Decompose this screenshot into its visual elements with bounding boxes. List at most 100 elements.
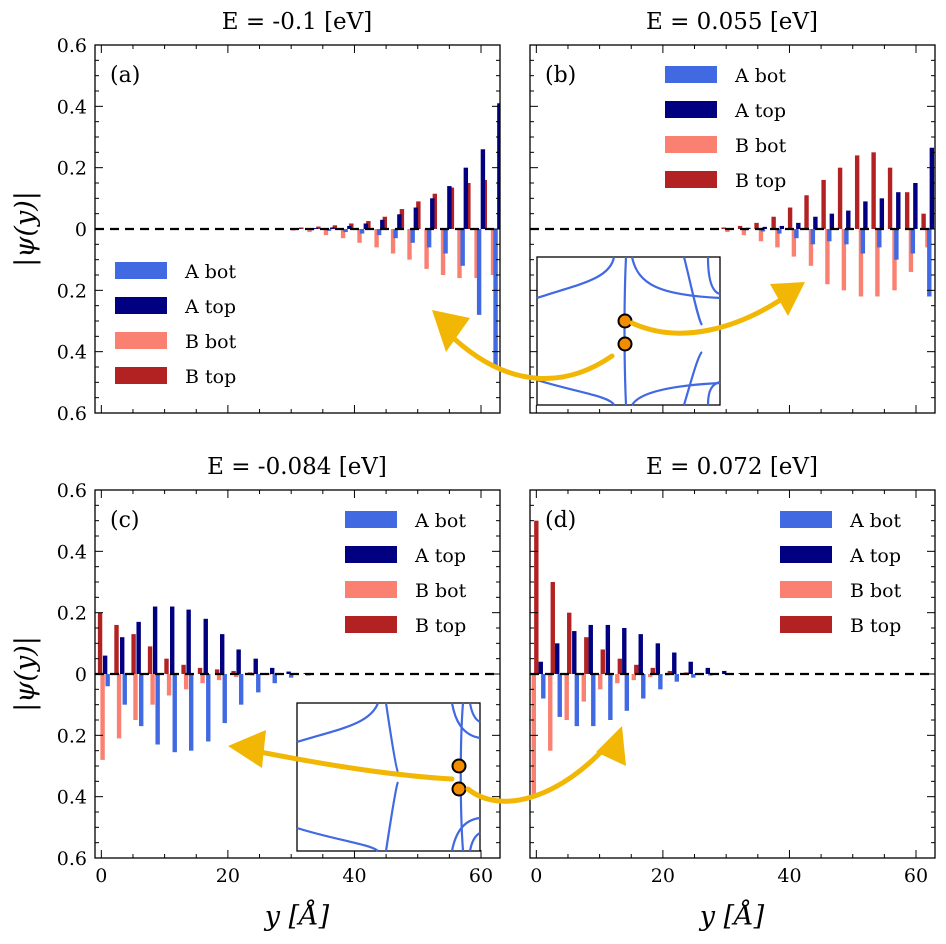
panel-c-xticklabels: 0 20 40 60	[95, 865, 493, 887]
bar-b-bot	[631, 674, 636, 681]
legend-swatch	[115, 367, 167, 384]
bar-b-top	[299, 227, 304, 229]
panel-c-bars	[97, 606, 311, 760]
bar-a-bot	[927, 229, 932, 297]
x-tick-label: 0	[95, 865, 107, 887]
bar-b-top	[214, 669, 220, 674]
bar-a-top	[136, 621, 141, 674]
bar-b-bot	[548, 674, 553, 751]
bar-b-bot	[825, 229, 830, 285]
bar-a-top	[705, 667, 711, 674]
bar-b-top	[131, 634, 136, 674]
arrowhead-a	[432, 310, 470, 352]
panel-c-yticklabels: 0.6 0.4 0.2 0 0.2 0.4 0.6	[57, 480, 87, 870]
bar-a-bot	[188, 674, 194, 751]
bar-b-bot	[166, 674, 172, 696]
panel-a: E = -0.1 [eV] 0.6 0.4 0.2 0 0.2 0.4 0.6 (a) A …	[57, 9, 501, 425]
bar-b-bot	[581, 674, 586, 702]
bar-a-top	[203, 618, 208, 674]
bar-a-bot	[591, 674, 596, 727]
bar-b-bot	[390, 229, 396, 254]
bar-a-bot	[810, 229, 816, 245]
panel-b: E = 0.055 [eV] (b) A bot A top B bot B top	[529, 9, 936, 414]
bar-b-top	[737, 225, 743, 229]
legend-swatch	[345, 511, 397, 528]
panel-a-legend: A bot A top B bot B top	[115, 261, 237, 388]
y-tick-label: 0.2	[57, 603, 87, 625]
x-tick-label: 60	[469, 865, 493, 887]
bar-a-bot	[460, 229, 465, 266]
bar-b-top	[721, 227, 726, 229]
bar-b-top	[550, 582, 555, 674]
legend-swatch	[780, 581, 832, 598]
bar-b-top	[771, 216, 776, 229]
y-tick-label: 0.2	[57, 280, 87, 302]
legend-label: A top	[414, 545, 466, 567]
y-axis-label-top: |ψ(y)|	[10, 191, 41, 267]
bar-a-bot	[272, 674, 277, 684]
x-axis-label-right: y [Å]	[699, 899, 765, 932]
bar-a-top	[879, 198, 885, 229]
bar-a-bot	[894, 229, 899, 260]
bar-a-top	[286, 671, 291, 674]
x-tick-label: 60	[904, 865, 928, 887]
bar-a-bot	[658, 674, 663, 690]
bar-b-bot	[648, 674, 653, 678]
panel-d-title: E = 0.072 [eV]	[646, 454, 818, 480]
y-tick-label: 0.4	[57, 342, 87, 364]
bar-b-bot	[474, 229, 479, 279]
bar-a-top	[588, 624, 593, 674]
bar-b-top	[332, 225, 338, 229]
bar-a-bot	[288, 674, 294, 678]
bar-b-top	[754, 222, 759, 229]
bar-b-bot	[725, 229, 730, 233]
bar-a-top	[638, 634, 643, 674]
bar-a-top	[430, 198, 435, 229]
panel-b-bars	[721, 147, 935, 297]
bar-b-bot	[741, 229, 747, 236]
bar-b-bot	[133, 674, 138, 720]
bar-a-top	[829, 213, 835, 229]
bar-a-bot	[256, 674, 261, 693]
bar-b-bot	[598, 674, 603, 690]
bar-a-top	[572, 631, 577, 674]
bar-b-top	[567, 612, 572, 674]
panel-c-legend: A bot A top B bot B top	[345, 510, 467, 637]
bar-a-bot	[426, 229, 432, 248]
bar-b-top	[366, 221, 371, 229]
bar-b-top	[667, 670, 673, 674]
panel-d-xticklabels: 0 20 40 60	[530, 865, 928, 887]
bar-a-bot	[760, 229, 766, 232]
panel-a-yticklabels: 0.6 0.4 0.2 0 0.2 0.4 0.6	[57, 35, 87, 425]
y-tick-label: 0.4	[57, 96, 87, 118]
bar-a-bot	[359, 229, 365, 234]
bar-a-bot	[139, 674, 144, 727]
panel-c-title: E = -0.084 [eV]	[207, 454, 387, 480]
bar-b-bot	[808, 229, 814, 266]
bar-b-bot	[490, 229, 496, 275]
bar-a-top	[397, 214, 402, 229]
bar-b-bot	[100, 674, 105, 760]
x-axis-label-left: y [Å]	[264, 899, 330, 932]
bar-b-top	[114, 624, 119, 674]
bar-a-top	[497, 103, 500, 229]
panel-d: E = 0.072 [eV] 0 20 40 60 (d) A bot A top B b…	[529, 454, 936, 887]
bar-b-bot	[323, 229, 329, 236]
bar-a-bot	[877, 229, 882, 248]
bar-a-bot	[844, 229, 849, 245]
panel-b-legend: A bot A top B bot B top	[665, 65, 787, 192]
panel-c-ticks	[95, 489, 500, 859]
arrowhead-d	[596, 726, 626, 766]
bar-a-top	[779, 225, 785, 229]
legend-swatch	[665, 101, 717, 118]
y-tick-label: 0.6	[57, 480, 87, 502]
arrow-to-panel-b	[629, 287, 798, 336]
bar-a-top	[688, 661, 693, 674]
legend-swatch	[665, 66, 717, 83]
bar-a-bot	[343, 229, 348, 233]
panel-d-bars	[531, 520, 743, 797]
panel-a-bars	[290, 103, 500, 367]
legend-label: B bot	[850, 580, 902, 602]
bar-a-top	[929, 147, 935, 229]
bar-b-top	[634, 664, 639, 674]
